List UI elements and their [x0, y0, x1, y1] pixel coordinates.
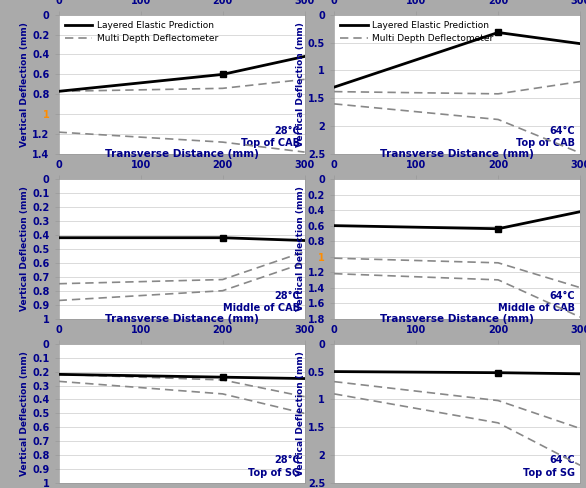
Line: Multi Depth Deflectometer: Multi Depth Deflectometer — [59, 80, 305, 91]
Y-axis label: Vertical Deflection (mm): Vertical Deflection (mm) — [21, 22, 29, 147]
Multi Depth Deflectometer — [331, 255, 338, 261]
Text: 28°C
Top of CAB: 28°C Top of CAB — [241, 126, 299, 148]
Line: Layered Elastic Prediction: Layered Elastic Prediction — [59, 57, 305, 91]
Y-axis label: Vertical Deflection (mm): Vertical Deflection (mm) — [21, 351, 29, 476]
Y-axis label: Vertical Deflection (mm): Vertical Deflection (mm) — [296, 351, 305, 476]
Multi Depth Deflectometer — [577, 285, 584, 290]
Line: Layered Elastic Prediction: Layered Elastic Prediction — [334, 371, 580, 374]
Text: 64°C
Top of CAB: 64°C Top of CAB — [516, 126, 575, 148]
X-axis label: Transverse Distance (mm): Transverse Distance (mm) — [380, 149, 534, 160]
Text: 64°C
Top of SG: 64°C Top of SG — [523, 455, 575, 478]
Multi Depth Deflectometer — [577, 426, 584, 431]
Text: 28°C
Middle of CAB: 28°C Middle of CAB — [223, 291, 299, 313]
Multi Depth Deflectometer — [219, 377, 226, 383]
Legend: Layered Elastic Prediction, Multi Depth Deflectometer: Layered Elastic Prediction, Multi Depth … — [63, 19, 220, 45]
Layered Elastic Prediction — [577, 209, 584, 215]
Layered Elastic Prediction — [55, 88, 62, 94]
Line: Layered Elastic Prediction: Layered Elastic Prediction — [59, 238, 305, 241]
Line: Multi Depth Deflectometer: Multi Depth Deflectometer — [334, 258, 580, 287]
Layered Elastic Prediction — [219, 71, 226, 77]
Layered Elastic Prediction — [219, 235, 226, 241]
Line: Multi Depth Deflectometer: Multi Depth Deflectometer — [59, 252, 305, 284]
Multi Depth Deflectometer — [495, 398, 502, 404]
Line: Multi Depth Deflectometer: Multi Depth Deflectometer — [334, 382, 580, 428]
Layered Elastic Prediction — [331, 368, 338, 374]
X-axis label: Transverse Distance (mm): Transverse Distance (mm) — [105, 314, 258, 324]
Multi Depth Deflectometer — [301, 394, 308, 400]
Line: Multi Depth Deflectometer: Multi Depth Deflectometer — [334, 81, 580, 94]
Layered Elastic Prediction — [331, 223, 338, 228]
Layered Elastic Prediction — [495, 30, 502, 36]
X-axis label: Transverse Distance (mm): Transverse Distance (mm) — [380, 314, 534, 324]
Multi Depth Deflectometer — [55, 88, 62, 94]
Multi Depth Deflectometer — [495, 91, 502, 97]
Line: Layered Elastic Prediction: Layered Elastic Prediction — [59, 374, 305, 379]
Multi Depth Deflectometer — [495, 260, 502, 266]
Line: Layered Elastic Prediction: Layered Elastic Prediction — [334, 33, 580, 87]
Layered Elastic Prediction — [301, 238, 308, 244]
Multi Depth Deflectometer — [55, 281, 62, 286]
Layered Elastic Prediction — [495, 370, 502, 376]
Layered Elastic Prediction — [55, 235, 62, 241]
Multi Depth Deflectometer — [301, 77, 308, 82]
Layered Elastic Prediction — [577, 41, 584, 46]
Line: Layered Elastic Prediction: Layered Elastic Prediction — [334, 212, 580, 229]
Layered Elastic Prediction — [55, 371, 62, 377]
Layered Elastic Prediction — [495, 226, 502, 232]
Multi Depth Deflectometer — [331, 379, 338, 385]
Layered Elastic Prediction — [301, 376, 308, 382]
Text: 64°C
Middle of CAB: 64°C Middle of CAB — [498, 291, 575, 313]
Layered Elastic Prediction — [301, 54, 308, 60]
Multi Depth Deflectometer — [331, 89, 338, 95]
X-axis label: Transverse Distance (mm): Transverse Distance (mm) — [105, 149, 258, 160]
Multi Depth Deflectometer — [219, 277, 226, 283]
Multi Depth Deflectometer — [577, 79, 584, 84]
Line: Multi Depth Deflectometer: Multi Depth Deflectometer — [59, 374, 305, 397]
Y-axis label: Vertical Deflection (mm): Vertical Deflection (mm) — [21, 186, 29, 311]
Y-axis label: Vertical Deflection (mm): Vertical Deflection (mm) — [296, 22, 305, 147]
Layered Elastic Prediction — [577, 371, 584, 377]
Multi Depth Deflectometer — [55, 371, 62, 377]
Text: 28°C
Top of SG: 28°C Top of SG — [248, 455, 299, 478]
Multi Depth Deflectometer — [301, 249, 308, 255]
Multi Depth Deflectometer — [219, 85, 226, 91]
Layered Elastic Prediction — [219, 374, 226, 380]
Layered Elastic Prediction — [331, 84, 338, 90]
Y-axis label: Vertical Deflection (mm): Vertical Deflection (mm) — [296, 186, 305, 311]
Legend: Layered Elastic Prediction, Multi Depth Deflectometer: Layered Elastic Prediction, Multi Depth … — [339, 19, 495, 45]
